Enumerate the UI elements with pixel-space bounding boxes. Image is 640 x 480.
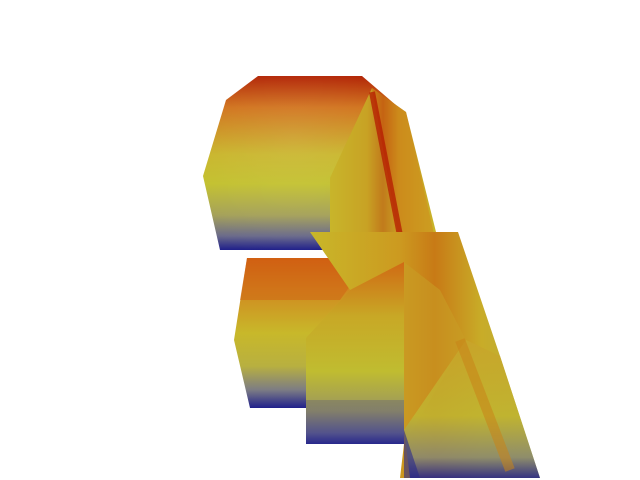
lower-right-block bbox=[306, 232, 540, 478]
diagonal-bar bbox=[330, 88, 440, 262]
